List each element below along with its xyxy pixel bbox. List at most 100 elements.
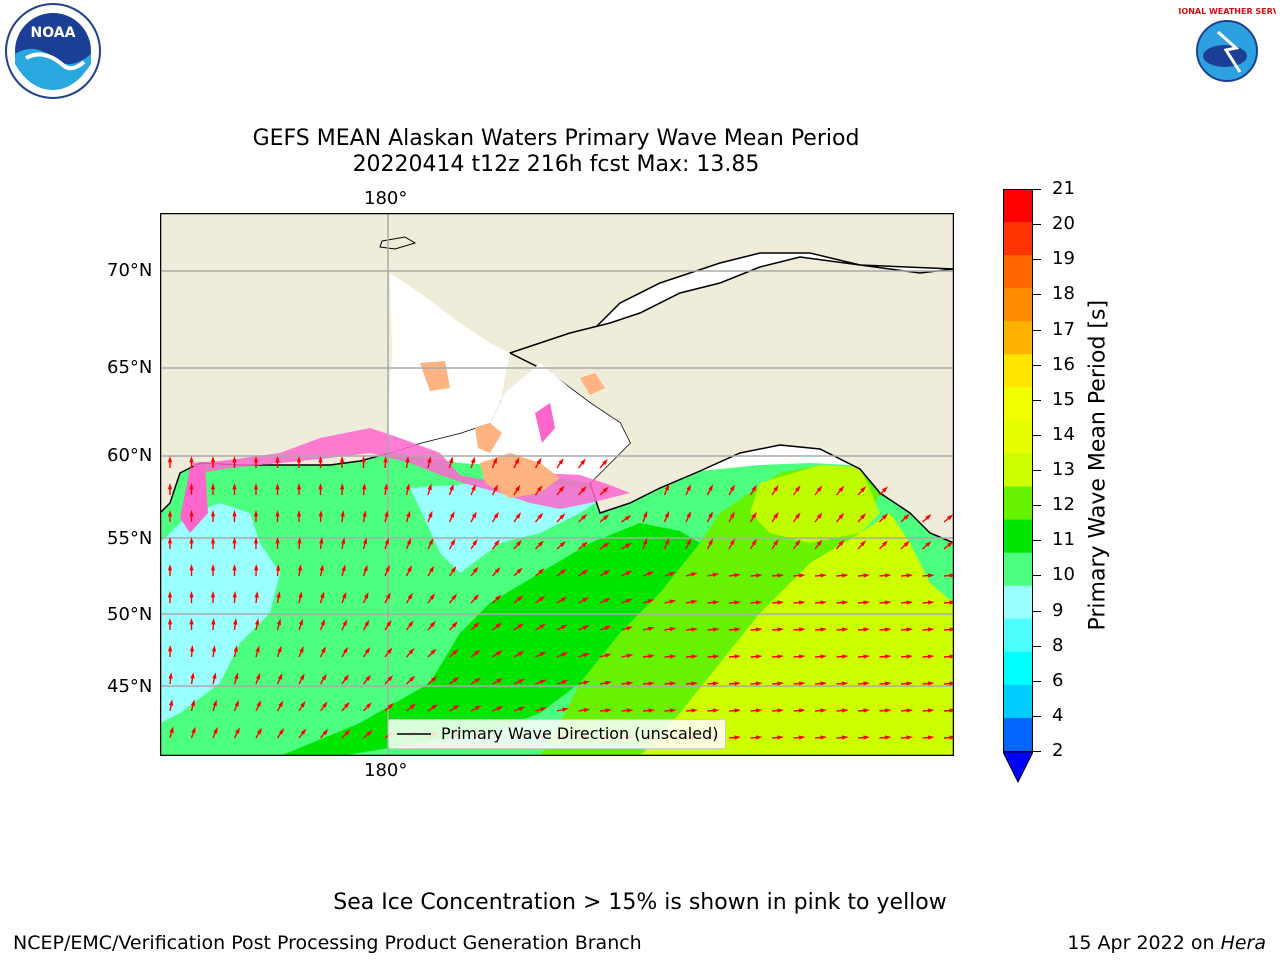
wave-arrow-head <box>387 702 394 709</box>
wave-arrow-head <box>233 618 238 625</box>
wave-arrow-head <box>777 573 784 578</box>
wave-arrow-head <box>816 539 823 546</box>
wave-arrow-head <box>495 594 502 601</box>
date-text: 15 Apr 2022 on Hera <box>1067 932 1266 954</box>
wave-arrow-head <box>343 674 349 681</box>
wave-arrow-head <box>361 456 366 463</box>
wave-arrow-head <box>168 645 173 652</box>
wave-arrow-head <box>254 564 259 571</box>
period-12-13-field-gulf <box>750 465 880 543</box>
wave-arrow-head <box>365 674 372 681</box>
wave-arrow-head <box>190 699 195 707</box>
lat-label-55: 55°N <box>107 528 153 549</box>
wave-arrow-head <box>863 600 870 605</box>
wave-arrow-head <box>321 646 326 653</box>
wave-arrow-head <box>927 600 935 605</box>
wave-arrow-head <box>777 654 784 659</box>
wave-arrow-head <box>517 595 524 602</box>
wave-arrow-head <box>838 539 845 547</box>
wave-arrow-head <box>210 483 216 490</box>
wave-arrow-head <box>603 514 610 521</box>
wave-arrow-head <box>298 618 303 626</box>
wave-arrow-head <box>927 681 935 686</box>
wave-arrow-head <box>211 645 216 652</box>
svg-text:NATIONAL WEATHER SERVICE: NATIONAL WEATHER SERVICE <box>1178 7 1276 16</box>
nws-logo: NATIONAL WEATHER SERVICE <box>1161 2 1280 100</box>
wave-arrow-head <box>189 456 194 463</box>
wave-arrow-head <box>581 513 588 520</box>
wave-arrow-head <box>927 627 935 632</box>
wave-arrow-head <box>256 672 261 680</box>
wave-arrow-head <box>582 625 590 630</box>
wave-arrow-head <box>734 735 741 740</box>
wave-arrow-head <box>275 510 280 517</box>
sea-ice-note: Sea Ice Concentration > 15% is shown in … <box>333 890 947 915</box>
wave-arrow-head <box>296 510 302 517</box>
wave-arrow-head <box>496 678 503 684</box>
title-line-1: GEFS MEAN Alaskan Waters Primary Wave Me… <box>252 126 860 151</box>
wave-arrow-head <box>235 727 240 734</box>
wave-arrow-head <box>540 679 547 684</box>
wave-arrow-head <box>558 485 565 492</box>
wave-arrow-head <box>798 627 806 632</box>
wave-arrow-head <box>561 652 569 657</box>
wave-arrow-head <box>884 573 892 578</box>
wave-arrow-head <box>362 510 367 517</box>
wave-arrow-head <box>493 511 499 519</box>
noaa-logo: NOAA <box>4 2 102 100</box>
wave-arrow-head <box>581 541 588 548</box>
wave-arrow-head <box>884 681 892 686</box>
wave-arrow-head <box>233 645 238 652</box>
wave-arrow-head <box>518 678 525 684</box>
wave-arrow-head <box>841 735 849 740</box>
wave-arrow-head <box>276 618 281 626</box>
wave-arrow-head <box>257 727 262 735</box>
wave-arrow-head <box>515 484 521 492</box>
wave-arrow-head <box>626 681 634 686</box>
wave-arrow-head <box>860 513 867 520</box>
nws-logo-icon: NATIONAL WEATHER SERVICE <box>1161 4 1280 98</box>
wave-arrow-head <box>691 708 698 713</box>
wave-arrow-head <box>712 627 720 632</box>
wave-arrow-head <box>558 458 564 465</box>
wave-arrow-head <box>860 486 867 493</box>
wave-arrow-head <box>494 539 500 546</box>
wave-arrow-head <box>906 600 913 605</box>
wave-arrow-head <box>580 458 586 465</box>
wave-arrow-head <box>580 486 587 493</box>
wave-arrow-head <box>881 486 888 493</box>
wave-arrow-head <box>342 619 348 626</box>
colorbar-tick-mark <box>1033 505 1041 507</box>
wave-arrow-head <box>189 564 194 571</box>
legend-line-icon <box>397 733 431 735</box>
period-12-13-field <box>640 513 954 756</box>
wave-arrow-head <box>387 675 394 682</box>
wave-arrow-head <box>881 540 888 547</box>
wave-arrow-head <box>734 681 741 686</box>
wave-arrow-head <box>686 511 692 518</box>
wave-arrow-head <box>232 456 237 463</box>
wave-arrow-head <box>798 654 806 659</box>
wave-arrow-head <box>906 573 913 578</box>
date-value: 15 Apr 2022 on <box>1067 932 1215 954</box>
wave-arrow-head <box>365 702 372 709</box>
wave-arrow-head <box>321 673 327 681</box>
map-canvas <box>159 212 955 757</box>
wave-arrow-head <box>751 484 757 492</box>
colorbar-tick-mark <box>1033 189 1041 190</box>
colorbar-tick-mark <box>1033 751 1041 752</box>
wave-arrow-head <box>276 591 281 598</box>
wave-arrow-head <box>453 704 460 710</box>
wave-arrow-head <box>167 456 173 463</box>
wave-arrow-head <box>884 600 892 605</box>
wave-arrow-head <box>708 511 713 518</box>
wave-arrow-head <box>234 699 239 707</box>
wave-arrow-head <box>751 511 757 519</box>
land-alaska <box>508 256 954 544</box>
wave-arrow-head <box>583 708 591 713</box>
wave-arrow-head <box>471 484 476 491</box>
wave-arrow-head <box>927 708 935 713</box>
wave-arrow-head <box>168 672 173 679</box>
wave-arrow-head <box>708 538 713 545</box>
wave-arrow-head <box>431 704 438 710</box>
